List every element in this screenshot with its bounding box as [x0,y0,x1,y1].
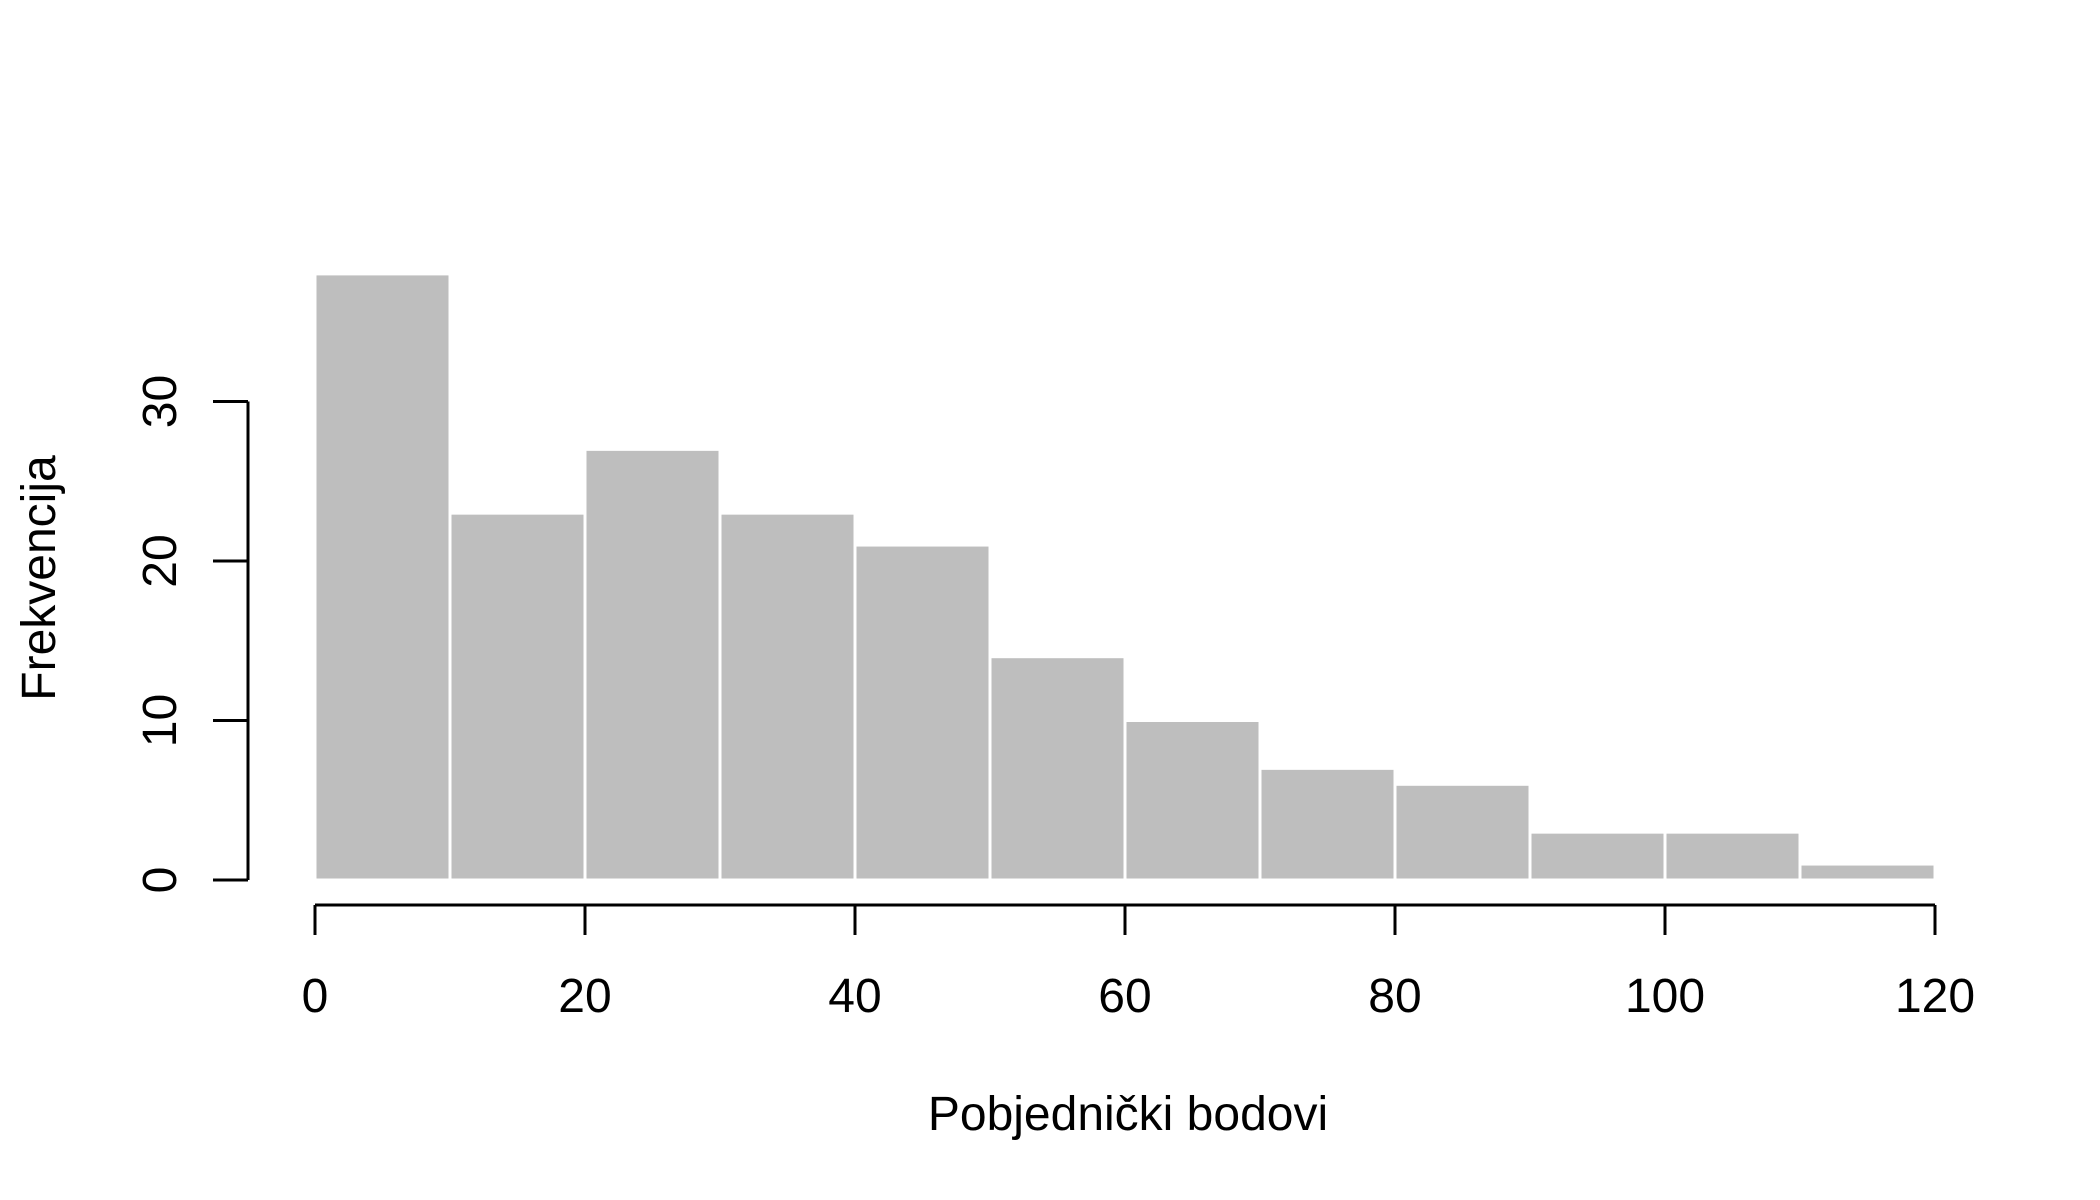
bars-group [313,272,1937,882]
x-axis: 0 20 40 60 80 100 120 [302,903,1975,1023]
x-tick-label: 40 [828,970,881,1023]
x-axis-title: Pobjednički bodovi [928,1088,1328,1141]
y-axis-title: Frekvencija [13,455,66,701]
histogram-bar [1663,830,1802,882]
histogram-bar [1258,766,1397,882]
x-tick-label: 100 [1625,970,1705,1023]
histogram-bar [1798,862,1937,882]
histogram-bar [313,272,452,882]
histogram-bar [1528,830,1667,882]
histogram-bar [448,511,587,882]
x-tick-label: 60 [1098,970,1151,1023]
y-tick-label: 0 [134,867,187,894]
x-tick-label: 120 [1895,970,1975,1023]
histogram-bar [988,655,1127,882]
y-tick-label: 10 [134,694,187,747]
histogram-bar [718,511,857,882]
x-tick-label: 20 [558,970,611,1023]
histogram-bar [1123,719,1262,882]
y-tick-label: 30 [134,375,187,428]
histogram-bar [1393,782,1532,882]
x-tick-label: 0 [302,970,329,1023]
y-tick-label: 20 [134,534,187,587]
histogram-bar [583,447,722,882]
x-tick-label: 80 [1368,970,1421,1023]
histogram-bar [853,543,992,882]
y-axis: 0 10 20 30 [134,375,250,894]
